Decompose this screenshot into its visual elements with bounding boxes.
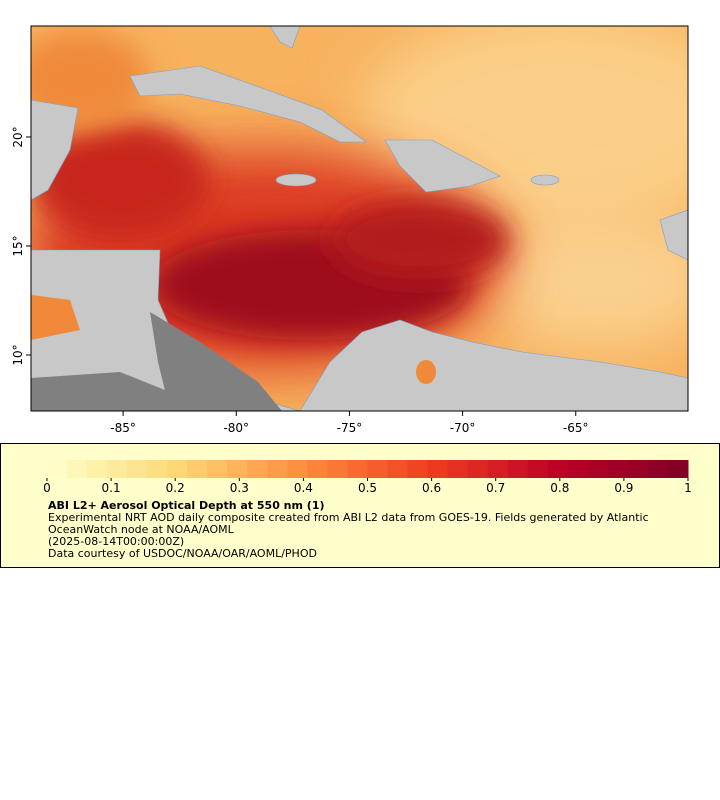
- legend-description: Experimental NRT AOD daily composite cre…: [48, 511, 649, 536]
- legend-title: ABI L2+ Aerosol Optical Depth at 550 nm …: [48, 499, 325, 512]
- colorbar-step: [207, 460, 228, 478]
- colorbar-step: [367, 460, 389, 478]
- y-tick-label: 10°: [11, 344, 25, 365]
- colorbar-step: [347, 460, 368, 478]
- colorbar-step: [607, 460, 629, 478]
- x-tick-label: -65°: [563, 421, 589, 435]
- colorbar-step: [567, 460, 589, 478]
- colorbar-step: [307, 460, 328, 478]
- colorbar-step: [247, 460, 268, 478]
- colorbar-step: [587, 460, 609, 478]
- colorbar-tick-label: 0.6: [422, 481, 441, 495]
- colorbar-step: [447, 460, 469, 478]
- colorbar-tick-label: 0.8: [550, 481, 569, 495]
- colorbar-step: [547, 460, 569, 478]
- colorbar-tick-label: 0.9: [614, 481, 633, 495]
- colorbar-step: [127, 460, 148, 478]
- colorbar: 0 0.1 0.2 0.3 0.4 0.5 0.6 0.7 0.8 0.9 1: [43, 460, 692, 495]
- colorbar-step: [507, 460, 529, 478]
- colorbar-tick-label: 0.5: [358, 481, 377, 495]
- colorbar-step: [47, 460, 68, 478]
- legend-credit: Data courtesy of USDOC/NOAA/OAR/AOML/PHO…: [48, 547, 317, 560]
- colorbar-step: [667, 460, 689, 478]
- map-image: [31, 26, 688, 411]
- axes: -85° -80° -75° -70° -65° 10° 15° 20°: [11, 126, 589, 435]
- x-tick-label: -85°: [110, 421, 136, 435]
- legend-time: (2025-08-14T00:00:00Z): [48, 535, 185, 548]
- colorbar-step: [427, 460, 449, 478]
- colorbar-step: [287, 460, 308, 478]
- legend-text: ABI L2+ Aerosol Optical Depth at 550 nm …: [48, 500, 688, 560]
- y-tick-label: 20°: [11, 126, 25, 147]
- x-tick-label: -80°: [223, 421, 249, 435]
- colorbar-step: [487, 460, 509, 478]
- colorbar-step: [387, 460, 409, 478]
- colorbar-tick-label: 0.1: [102, 481, 121, 495]
- colorbar-step: [227, 460, 248, 478]
- colorbar-step: [147, 460, 168, 478]
- x-tick-label: -75°: [337, 421, 363, 435]
- map-frame: [30, 25, 689, 412]
- colorbar-step: [407, 460, 429, 478]
- x-tick-label: -70°: [450, 421, 476, 435]
- colorbar-step: [327, 460, 348, 478]
- colorbar-tick-label: 0: [43, 481, 51, 495]
- colorbar-step: [627, 460, 649, 478]
- colorbar-tick-label: 0.2: [166, 481, 185, 495]
- colorbar-step: [187, 460, 208, 478]
- colorbar-tick-label: 1: [684, 481, 692, 495]
- colorbar-tick-label: 0.4: [294, 481, 313, 495]
- colorbar-step: [467, 460, 489, 478]
- colorbar-step: [87, 460, 108, 478]
- colorbar-step: [527, 460, 549, 478]
- colorbar-tick-label: 0.7: [486, 481, 505, 495]
- colorbar-step: [647, 460, 669, 478]
- colorbar-step: [167, 460, 188, 478]
- colorbar-step: [267, 460, 288, 478]
- y-tick-label: 15°: [11, 235, 25, 256]
- colorbar-tick-label: 0.3: [230, 481, 249, 495]
- colorbar-step: [67, 460, 88, 478]
- colorbar-step: [107, 460, 128, 478]
